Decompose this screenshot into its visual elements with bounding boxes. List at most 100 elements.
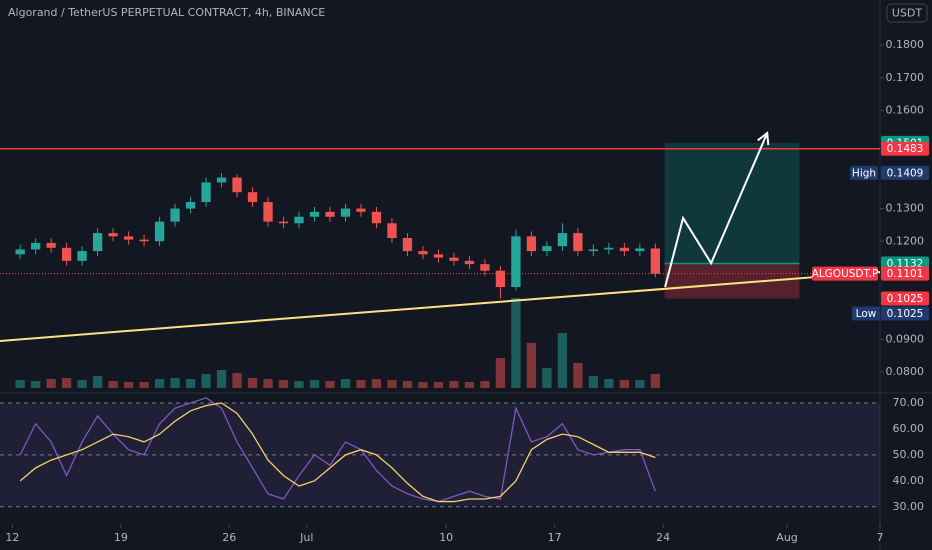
volume-bar (418, 382, 428, 388)
volume-bar (92, 376, 103, 388)
volume-bar (480, 381, 490, 388)
x-tick-label: Aug (776, 531, 797, 544)
volume-bar (588, 376, 599, 388)
candle-body (201, 182, 211, 203)
candle-body (170, 208, 180, 222)
x-tick-label: 7 (877, 531, 884, 544)
candle-body (650, 248, 660, 274)
trendline (0, 270, 881, 342)
x-tick-label: 12 (5, 531, 19, 544)
y-tick-label: 0.1700 (886, 71, 925, 84)
y-tick-label: 0.1800 (886, 38, 925, 51)
volume-bar (573, 363, 583, 388)
volume-bar (526, 343, 537, 388)
candle-body (232, 177, 242, 193)
volume-bar (201, 374, 211, 388)
chart-title: Algorand / TetherUS PERPETUAL CONTRACT, … (8, 6, 325, 19)
volume-bar (557, 333, 568, 388)
candle-body (263, 202, 273, 222)
candle-body (185, 202, 196, 209)
stop-label: 0.1025 (887, 293, 924, 305)
rsi-tick-label: 40.00 (893, 474, 925, 487)
y-tick-label: 0.0900 (886, 332, 925, 345)
candle-body (604, 247, 614, 250)
candle-body (588, 249, 599, 252)
y-tick-label: 0.1300 (886, 202, 925, 215)
rsi-tick-label: 60.00 (893, 422, 925, 435)
volume-bar (247, 378, 258, 388)
volume-bar (108, 381, 118, 388)
y-tick-label: 0.0800 (886, 365, 925, 378)
candle-body (619, 247, 630, 252)
candle-body (30, 242, 41, 250)
currency-label[interactable]: USDT (892, 7, 923, 20)
candle-body (433, 254, 444, 258)
x-tick-label: 17 (548, 531, 562, 544)
volume-bar (263, 379, 273, 388)
candle-body (418, 251, 428, 255)
candle-body (139, 239, 149, 242)
volume-bar (61, 378, 72, 388)
volume-bar (278, 380, 289, 388)
volume-bar (635, 380, 645, 388)
low-label: 0.1025 (887, 308, 924, 320)
volume-bar (542, 368, 552, 388)
candle-body (46, 242, 56, 248)
volume-bar (356, 380, 366, 388)
volume-bar (123, 382, 134, 388)
low-label-box (881, 306, 929, 321)
candle-body (154, 221, 165, 242)
candle-body (371, 211, 382, 224)
candle-body (449, 257, 459, 261)
rsi-tick-label: 30.00 (893, 500, 925, 513)
volume-bar (325, 381, 335, 388)
last-price-label: 0.1101 (887, 268, 924, 280)
candle-body (526, 236, 537, 252)
last-price-label-box (881, 266, 929, 281)
candle-body (511, 236, 521, 288)
rsi-tick-label: 50.00 (893, 448, 925, 461)
candle-body (495, 270, 506, 288)
stop-zone (664, 263, 800, 299)
low-label-tag: Low (856, 308, 877, 320)
high-label-tag-box (850, 165, 878, 180)
candle-body (480, 264, 490, 271)
candle-body (77, 251, 87, 261)
x-tick-label: 10 (439, 531, 453, 544)
price-pane (0, 131, 881, 388)
candle-body (356, 208, 366, 212)
volume-bar (309, 380, 320, 388)
x-tick-label: 19 (114, 531, 128, 544)
candle-body (340, 208, 351, 217)
candle-body (309, 211, 320, 217)
projection-arrow (664, 132, 769, 288)
volume-bar (232, 373, 242, 388)
candle-body (92, 233, 103, 252)
currency-button[interactable] (886, 3, 928, 23)
volume-bar (495, 358, 506, 388)
volume-bar (464, 382, 475, 388)
volume-bar (433, 382, 444, 388)
candle-body (573, 233, 583, 252)
candle-body (61, 247, 72, 261)
last-price-label-tag: ALGOUSDT.P (812, 268, 879, 280)
candle-body (557, 233, 568, 247)
volume-bar (154, 379, 165, 388)
candle-body (247, 192, 258, 203)
target-zone (664, 142, 800, 264)
last-price-label-tag-box (812, 266, 878, 281)
rsi-line (19, 397, 656, 503)
high-label-tag: High (852, 167, 876, 179)
candle-body (542, 246, 552, 252)
candle-body (464, 260, 475, 265)
candle-body (123, 236, 134, 240)
x-tick-label: 26 (222, 531, 236, 544)
resistance-label-box (881, 141, 929, 156)
volume-bar (619, 380, 630, 388)
low-label-tag-box (852, 306, 880, 321)
volume-bar (402, 381, 413, 388)
volume-bar (604, 379, 614, 388)
volume-bar (371, 379, 382, 388)
resistance-label: 0.1483 (887, 143, 924, 155)
